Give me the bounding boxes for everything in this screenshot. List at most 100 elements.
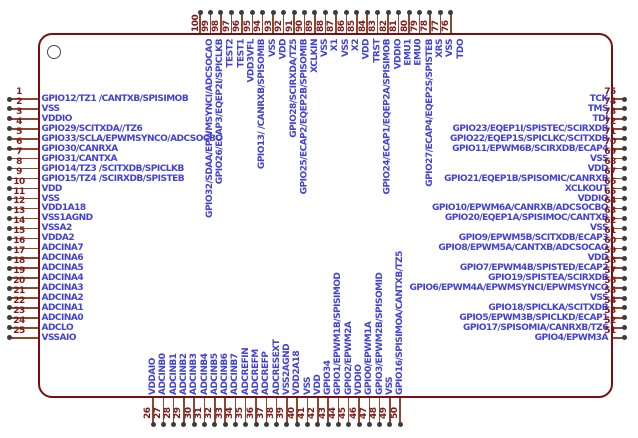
pin-label: ADCINA5	[41, 263, 84, 274]
pin-dot	[6, 225, 12, 231]
pin-line	[335, 13, 337, 33]
pin-dot	[346, 421, 352, 427]
pin-dot	[387, 421, 393, 427]
pin-line	[613, 118, 623, 120]
pin-dot	[232, 421, 238, 427]
pin-line	[306, 398, 309, 423]
pin-dot	[621, 275, 627, 281]
pin-number: 35	[235, 407, 246, 419]
pin-number: 86	[336, 19, 347, 32]
pin-line	[261, 13, 264, 33]
pin-number: 56	[604, 276, 616, 287]
pin-number: 8	[16, 156, 22, 167]
pin-label: GPIO29/SCITXDA//TZ6	[41, 123, 143, 134]
pin-dot	[621, 285, 627, 291]
pin-dot	[427, 9, 433, 15]
pin-label: GPIO5/EPWM3B/SPICLKD/ECAP1	[459, 312, 608, 323]
pin-number: 61	[604, 226, 616, 237]
pin-dot	[6, 186, 12, 192]
pin-dot	[150, 421, 156, 427]
pin-number: 70	[604, 136, 616, 147]
pin-number: 50	[389, 407, 400, 419]
pin-number: 74	[604, 96, 616, 107]
pin-label: VSS	[302, 376, 313, 395]
pin-line	[389, 398, 391, 423]
pin-label: GPIO33/SCLA/EPWMSYNCO/ADCSOCBO	[41, 133, 224, 144]
pin-line	[10, 317, 38, 319]
pin-number: 25	[13, 325, 25, 336]
pin-dot	[312, 9, 318, 15]
pin-dot	[6, 146, 12, 152]
pin-label: TMS	[587, 103, 609, 114]
pin-line	[10, 337, 38, 339]
pin-number: 64	[604, 196, 616, 207]
pin-number: 73	[604, 106, 616, 117]
pin-label: VDDA2	[41, 233, 75, 244]
pin-number: 7	[16, 146, 22, 157]
pin-label: TRST	[372, 39, 383, 63]
pin-line	[317, 398, 319, 423]
pin-line	[345, 13, 348, 33]
pin-dot	[6, 196, 12, 201]
pin-line	[10, 297, 38, 299]
pin-number: 40	[286, 407, 297, 419]
pin-number: 54	[604, 295, 616, 306]
pin-line	[613, 337, 623, 339]
pin-label: TEST1	[236, 39, 247, 68]
pin-dot	[621, 335, 627, 341]
pin-label: GPIO15/TZ4 /SCIRXDB/SPISTEB	[41, 173, 185, 184]
pin-number: 72	[604, 116, 616, 127]
pin-number: 5	[16, 126, 22, 137]
pin-label: TCK	[589, 94, 609, 104]
pin-line	[613, 128, 623, 130]
pin-label: VSS2AGND	[281, 343, 292, 395]
pin-number: 3	[16, 106, 22, 117]
pin-dot	[6, 305, 12, 311]
pin-number: 91	[284, 19, 295, 32]
pin-line	[450, 13, 452, 33]
pin-dot	[6, 315, 12, 321]
pin-line	[314, 13, 316, 33]
pin-line	[613, 138, 623, 140]
pin-dot	[6, 265, 12, 271]
pin-line	[358, 398, 360, 423]
pin-number: 19	[13, 266, 25, 277]
pin-line	[193, 398, 195, 423]
pin-label: ADCINB0	[158, 353, 169, 395]
pin-number: 96	[232, 19, 243, 32]
pin-label: EMU0	[414, 39, 424, 66]
pin-line	[613, 327, 623, 329]
pin-line	[613, 237, 623, 240]
pin-dot	[621, 156, 627, 162]
pin-number: 92	[274, 19, 285, 32]
pin-line	[10, 138, 38, 140]
pin-number: 81	[389, 19, 400, 32]
pin-label: VDD2A18	[292, 350, 303, 395]
pin-label: VSS	[589, 153, 609, 164]
pin-number: 75	[604, 87, 616, 97]
pin-number: 1	[16, 87, 22, 97]
pin-line	[255, 398, 257, 423]
pin-line	[613, 247, 623, 249]
pin-label: GPIO16/SPISIMOA/CANTXB/TZ5	[395, 251, 406, 395]
pin-number: 38	[266, 407, 277, 419]
pin-number: 45	[338, 407, 349, 419]
pin-label: VSS	[319, 39, 330, 58]
pin-line	[613, 277, 623, 279]
pin-line	[613, 227, 623, 230]
pin-label: GPIO1/EPWM1B/SPISIMOD	[333, 272, 344, 395]
pin-dot	[243, 421, 249, 427]
pin-line	[234, 398, 237, 423]
pin-label: ADCLO	[41, 322, 74, 333]
pin-number: 29	[173, 407, 184, 419]
pin-number: 85	[347, 19, 358, 32]
pin-line	[224, 398, 226, 423]
pin-dot	[621, 166, 627, 172]
pin-number: 10	[13, 176, 25, 187]
pin-label: GPIO21/EQEP1B/SPISOMIC/CANRXB	[444, 173, 608, 184]
pin-label: GPIO20/EQEP1A/SPISIMOC/CANTXB	[444, 213, 609, 224]
pin-label: ADCINA6	[41, 253, 84, 264]
pin-label: GPIO26/ECAP3/EQEP2I/SPICLKB	[215, 39, 226, 185]
pin-label: GPIO24/ECAP1/EQEP2A/SPISIMOB	[382, 39, 393, 195]
pin-dot	[6, 136, 12, 142]
